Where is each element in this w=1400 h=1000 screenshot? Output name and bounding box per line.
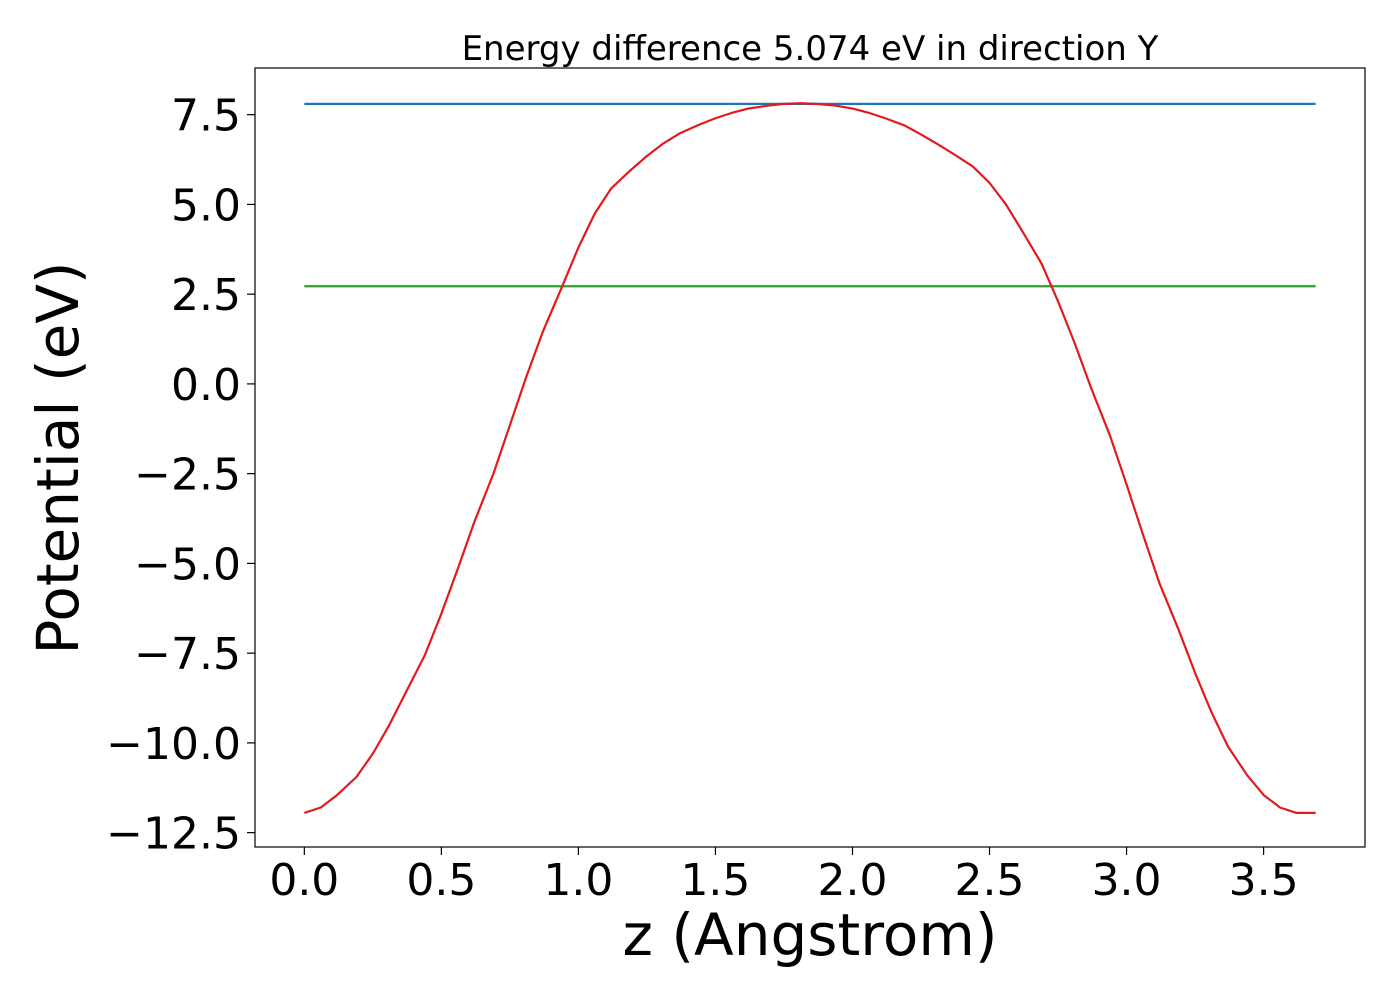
x-tick-label: 2.5	[955, 855, 1025, 906]
series-layer	[303, 102, 1316, 815]
chart-title: Energy difference 5.074 eV in direction …	[462, 29, 1159, 69]
y-tick-label: 2.5	[171, 270, 241, 321]
y-tick-label: 5.0	[171, 180, 241, 231]
x-axis-label: z (Angstrom)	[623, 901, 998, 969]
x-tick-label: 1.0	[543, 855, 613, 906]
plot-area	[254, 67, 1366, 848]
y-tick-label: −5.0	[134, 539, 241, 590]
x-axis: 0.0 0.5 1.0 1.5 2.0 2.5 3.0 3.5	[269, 847, 1299, 906]
series-line-2	[303, 102, 1316, 815]
x-tick-label: 0.0	[269, 855, 339, 906]
y-tick-label: 7.5	[171, 91, 241, 142]
y-tick-label: −2.5	[134, 450, 241, 501]
y-tick-label: −7.5	[134, 629, 241, 680]
x-tick-label: 1.5	[680, 855, 750, 906]
plot-frame	[254, 67, 1366, 848]
y-tick-label: −10.0	[106, 719, 241, 770]
x-tick-label: 0.5	[406, 855, 476, 906]
y-tick-label: 0.0	[171, 360, 241, 411]
y-axis-label: Potential (eV)	[24, 261, 92, 654]
x-tick-label: 3.0	[1092, 855, 1162, 906]
x-tick-label: 3.5	[1229, 855, 1299, 906]
y-tick-label: −12.5	[106, 809, 241, 860]
y-axis: 7.5 5.0 2.5 0.0 −2.5 −5.0 −7.5 −10.0 −12.5	[106, 91, 255, 860]
x-tick-label: 2.0	[817, 855, 887, 906]
